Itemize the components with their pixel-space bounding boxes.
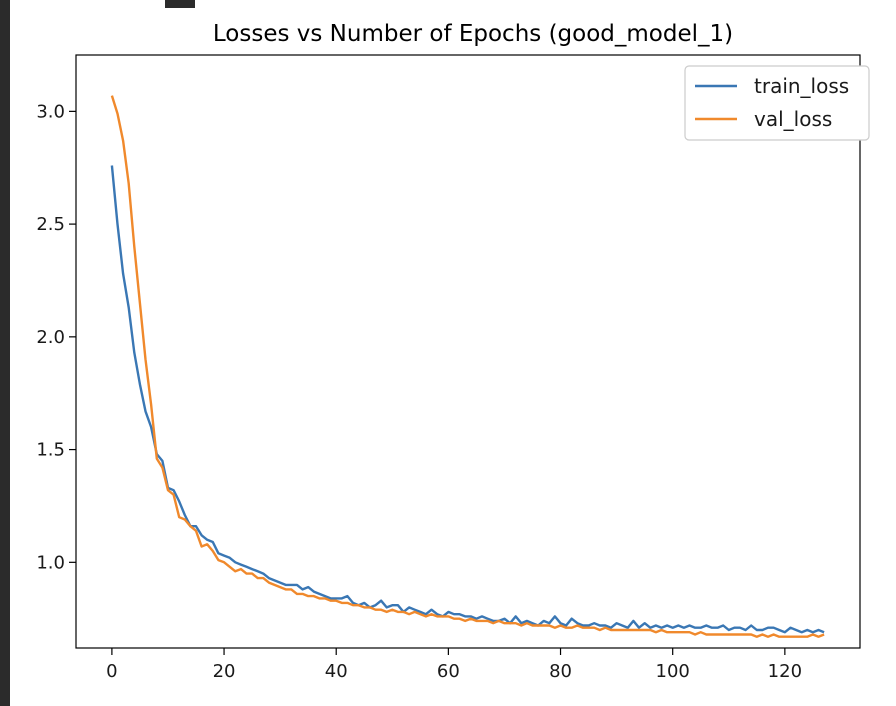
y-tick-label: 1.0 <box>36 552 65 573</box>
chart-title: Losses vs Number of Epochs (good_model_1… <box>213 21 733 47</box>
chart-figure: Losses vs Number of Epochs (good_model_1… <box>10 0 896 706</box>
legend-box <box>684 65 870 141</box>
top-edge-tab <box>165 0 195 8</box>
x-tick-label: 40 <box>325 661 348 682</box>
x-tick-label: 80 <box>549 661 572 682</box>
loss-chart: Losses vs Number of Epochs (good_model_1… <box>36 21 870 682</box>
y-tick-label: 3.0 <box>36 101 65 122</box>
y-tick-label: 1.5 <box>36 440 65 461</box>
x-tick-label: 60 <box>437 661 460 682</box>
x-tick-label: 100 <box>656 661 690 682</box>
series-line-train_loss <box>110 165 825 634</box>
axes-ticks: 0 20 40 60 80 100 120 1.0 1.5 2.0 2.5 3.0 <box>36 101 802 682</box>
legend: train_loss val_loss <box>684 65 870 141</box>
series-line-val_loss <box>110 95 825 638</box>
series-lines <box>110 95 825 638</box>
plot-area <box>75 54 861 649</box>
legend-label-train_loss: train_loss <box>754 74 849 98</box>
legend-label-val_loss: val_loss <box>754 107 832 131</box>
y-tick-label: 2.0 <box>36 327 65 348</box>
x-tick-label: 0 <box>106 661 117 682</box>
x-tick-label: 120 <box>768 661 802 682</box>
y-tick-label: 2.5 <box>36 214 65 235</box>
x-tick-label: 20 <box>213 661 236 682</box>
